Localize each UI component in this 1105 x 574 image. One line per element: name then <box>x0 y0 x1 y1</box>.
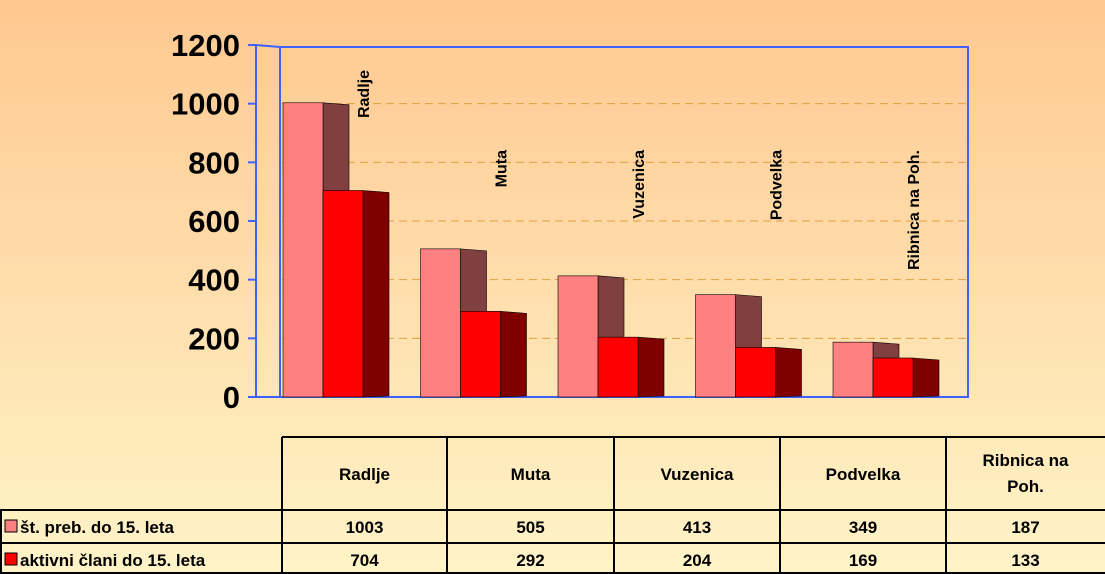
legend-swatch <box>4 519 18 533</box>
bar-side <box>362 190 390 398</box>
bar <box>282 102 324 398</box>
bar-side <box>775 347 802 398</box>
y-tick-label: 1200 <box>171 28 240 63</box>
bar <box>735 347 776 398</box>
bar-side <box>912 357 940 398</box>
table-header: Ribnica na Poh. <box>983 451 1070 496</box>
y-tick-label: 400 <box>188 263 240 298</box>
data-table: Radlje 1003 704 Muta 505 292 Vuzenica 413 204 Pod… <box>0 436 1105 574</box>
bar <box>872 357 914 398</box>
legend-label: št. preb. do 15. leta <box>20 518 175 537</box>
legend-swatch <box>4 552 18 566</box>
table-value: 413 <box>683 518 711 537</box>
bar <box>322 190 364 398</box>
table-value: 292 <box>516 551 544 570</box>
bar-side <box>637 336 665 398</box>
table-value: 204 <box>683 551 712 570</box>
y-tick-label: 0 <box>223 380 240 415</box>
table-value: 169 <box>849 551 877 570</box>
category-label: Ribnica na Poh. <box>906 150 923 270</box>
table-header: Podvelka <box>826 465 901 484</box>
bar <box>460 311 501 398</box>
y-tick-label: 1000 <box>171 87 240 122</box>
category-label: Vuzenica <box>631 150 648 219</box>
y-tick-label: 600 <box>188 204 240 239</box>
table-value: 1003 <box>346 518 384 537</box>
axis-edge <box>255 44 281 48</box>
bar <box>695 294 736 398</box>
table-header: Muta <box>511 465 551 484</box>
table-value: 133 <box>1011 551 1039 570</box>
bar <box>597 336 639 398</box>
category-label: Podvelka <box>769 150 786 220</box>
table-value: 349 <box>849 518 877 537</box>
y-tick-label: 200 <box>188 321 240 356</box>
category-label: Radlje <box>356 70 373 118</box>
legend-label: aktivni člani do 15. leta <box>20 551 206 570</box>
bar-side <box>500 311 527 398</box>
table-header: Vuzenica <box>660 465 734 484</box>
table-header: Radlje <box>339 465 390 484</box>
table-value: 704 <box>350 551 379 570</box>
table-value: 505 <box>516 518 544 537</box>
y-tick-label: 800 <box>188 145 240 180</box>
table-value: 187 <box>1011 518 1039 537</box>
category-label: Muta <box>494 150 511 187</box>
bar <box>420 248 461 398</box>
bar <box>557 275 599 398</box>
bar <box>832 341 874 398</box>
